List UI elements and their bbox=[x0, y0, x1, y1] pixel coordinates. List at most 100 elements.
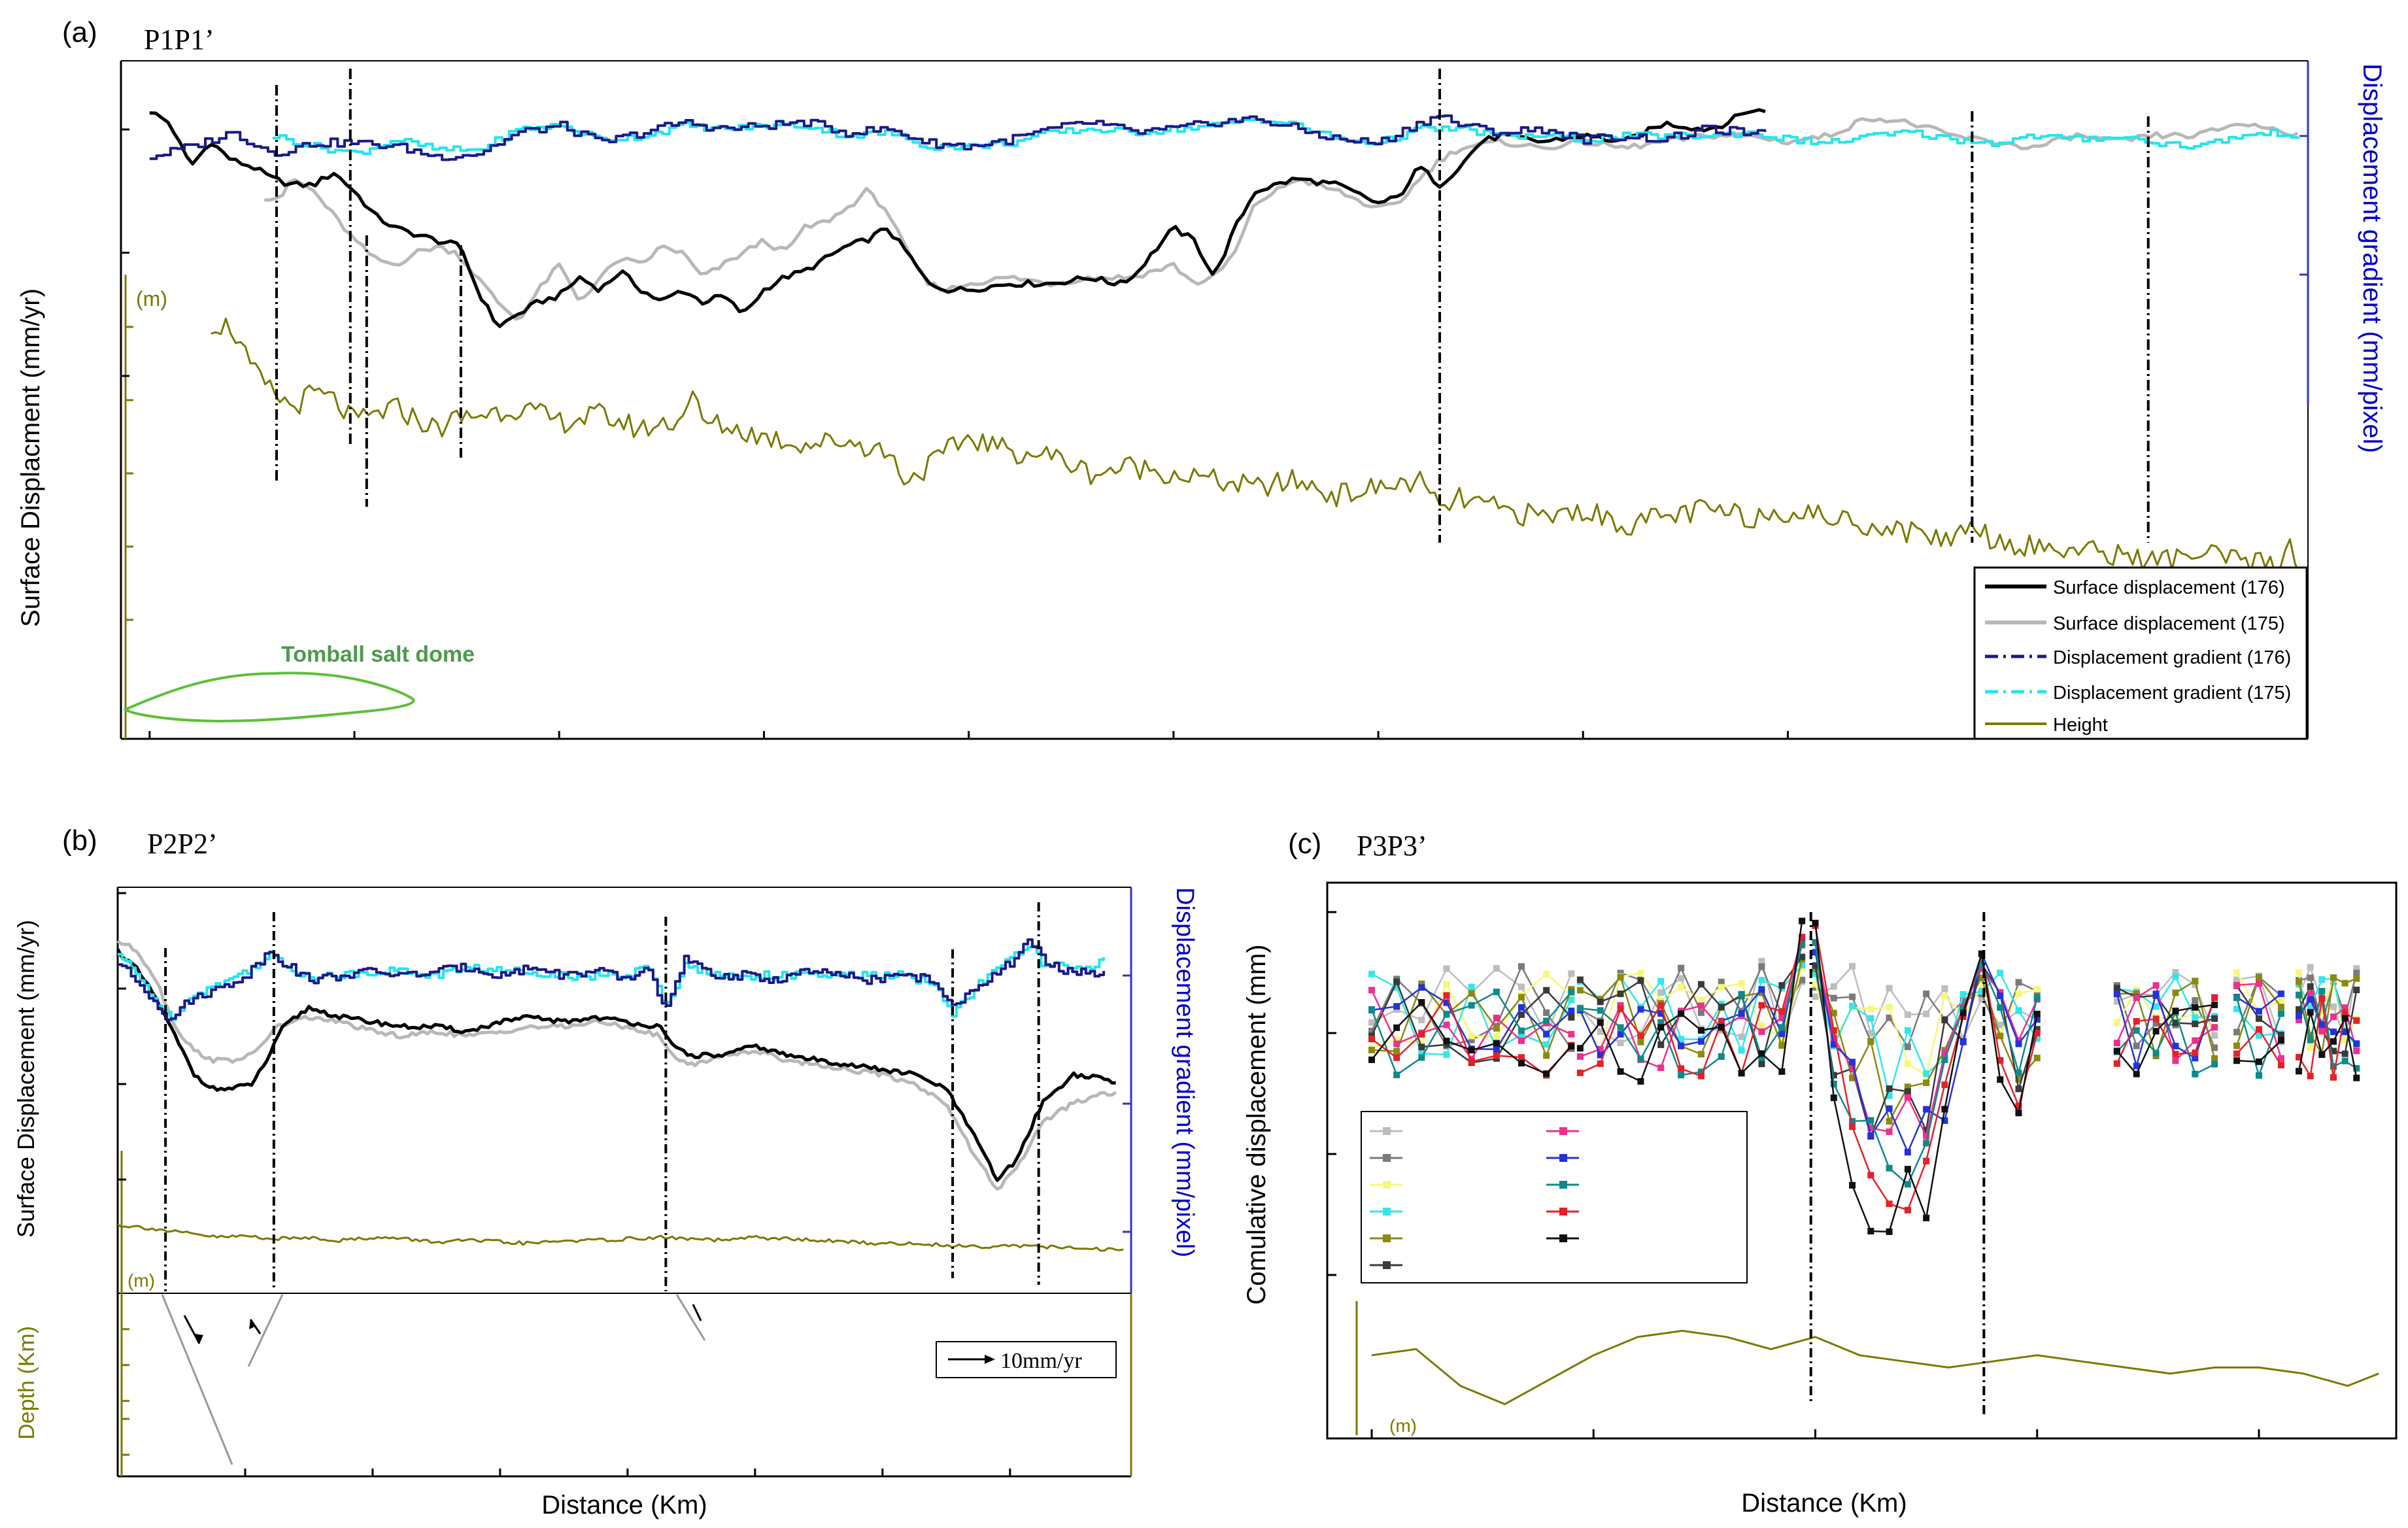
data-marker bbox=[1657, 1024, 1665, 1031]
data-marker bbox=[2353, 1074, 2360, 1081]
data-marker bbox=[1493, 1014, 1500, 1021]
panel-b-x-ticks bbox=[244, 1469, 1011, 1476]
data-marker bbox=[2307, 1036, 2314, 1044]
data-marker bbox=[1597, 1060, 1604, 1067]
data-marker bbox=[1543, 1009, 1550, 1016]
data-marker bbox=[1637, 970, 1644, 977]
data-marker bbox=[2353, 987, 2360, 994]
data-marker bbox=[1923, 990, 1930, 997]
data-marker bbox=[2318, 1008, 2326, 1015]
data-marker bbox=[2172, 1019, 2179, 1027]
data-marker bbox=[1738, 1070, 1745, 1077]
data-marker bbox=[1617, 1040, 1624, 1047]
data-marker bbox=[1758, 1061, 1765, 1068]
data-marker bbox=[2152, 1049, 2160, 1057]
data-marker bbox=[1576, 976, 1584, 983]
scale-box bbox=[936, 1341, 1117, 1378]
data-marker bbox=[1923, 1106, 1930, 1113]
data-marker bbox=[1812, 939, 1819, 946]
data-marker bbox=[2192, 1070, 2199, 1078]
data-marker bbox=[1697, 1068, 1704, 1076]
data-marker bbox=[2330, 1013, 2337, 1021]
data-marker bbox=[1617, 1002, 1624, 1009]
panel-b-series bbox=[116, 938, 1124, 1252]
data-marker bbox=[1493, 989, 1500, 996]
panel-b-y2-label: Displacement gradient (mm/pixel) bbox=[1171, 887, 1198, 1257]
data-marker bbox=[1418, 1030, 1425, 1038]
data-marker bbox=[2256, 1026, 2262, 1033]
data-marker bbox=[1518, 1060, 1525, 1067]
data-marker bbox=[1959, 1010, 1967, 1017]
data-marker bbox=[2296, 1012, 2303, 1019]
series-line-0 bbox=[149, 108, 1766, 328]
panel-c-series bbox=[1368, 917, 2379, 1406]
panel-b-faults bbox=[164, 902, 1040, 1291]
data-marker bbox=[2015, 1040, 2022, 1047]
data-marker bbox=[2192, 977, 2199, 985]
data-marker bbox=[1657, 1041, 1665, 1048]
data-marker bbox=[1867, 1172, 1874, 1179]
data-marker bbox=[2113, 1060, 2120, 1067]
data-marker bbox=[1657, 977, 1665, 985]
data-marker bbox=[1418, 1044, 1425, 1051]
data-marker bbox=[2233, 981, 2241, 989]
data-marker bbox=[1830, 1080, 1837, 1087]
panel-c-frame bbox=[1326, 881, 2398, 1440]
data-marker bbox=[2192, 1037, 2199, 1044]
legend-box bbox=[1973, 566, 2308, 740]
legend-entry: Surface displacement (175) bbox=[2053, 613, 2285, 634]
panel-a-legend: Surface displacement (176) Surface displ… bbox=[1973, 566, 2308, 740]
data-marker bbox=[2307, 1004, 2314, 1011]
data-marker bbox=[1997, 1076, 2004, 1083]
data-marker bbox=[1518, 1031, 1525, 1038]
data-marker bbox=[2307, 996, 2314, 1003]
data-marker bbox=[2307, 974, 2314, 981]
data-marker bbox=[2341, 1057, 2349, 1064]
data-marker bbox=[1678, 975, 1685, 982]
panel-a-y2-label: Displacement gradient (mm/pixel) bbox=[2358, 63, 2386, 453]
data-marker bbox=[1978, 965, 1985, 972]
data-marker bbox=[2192, 1049, 2199, 1057]
data-marker bbox=[1576, 1045, 1584, 1052]
data-marker bbox=[1418, 999, 1425, 1006]
data-marker bbox=[2277, 1055, 2284, 1062]
data-marker bbox=[1543, 1041, 1550, 1048]
data-marker bbox=[2296, 978, 2303, 985]
data-marker bbox=[1886, 1085, 1893, 1093]
data-marker bbox=[1778, 1068, 1786, 1075]
data-marker bbox=[1617, 1030, 1624, 1038]
data-marker bbox=[1799, 934, 1806, 941]
data-marker bbox=[1812, 949, 1819, 956]
data-marker bbox=[1697, 996, 1704, 1004]
data-marker bbox=[2152, 1028, 2160, 1035]
data-marker bbox=[2015, 1085, 2022, 1093]
panel-c-y-label: Comulative displacement (mm) bbox=[1242, 944, 1271, 1304]
data-marker bbox=[2033, 1016, 2041, 1023]
data-marker bbox=[1830, 994, 1837, 1002]
data-marker bbox=[1368, 1006, 1375, 1013]
data-marker bbox=[1904, 1206, 1911, 1214]
data-marker bbox=[1904, 1181, 1911, 1188]
data-marker bbox=[1443, 1021, 1450, 1028]
legend-marker bbox=[1559, 1127, 1567, 1135]
data-marker bbox=[2133, 1070, 2140, 1078]
data-marker bbox=[1758, 989, 1765, 996]
data-marker bbox=[1637, 1055, 1644, 1062]
data-marker bbox=[1568, 1008, 1575, 1015]
legend-entry: Displacement gradient (175) bbox=[2053, 683, 2291, 704]
data-marker bbox=[1830, 1072, 1837, 1079]
data-marker bbox=[2307, 1009, 2314, 1016]
data-marker bbox=[2256, 1015, 2262, 1022]
data-marker bbox=[1997, 1004, 2004, 1011]
data-marker bbox=[2152, 982, 2160, 989]
data-marker bbox=[2277, 990, 2284, 997]
data-marker bbox=[1978, 960, 1985, 968]
data-marker bbox=[2172, 1057, 2179, 1064]
data-marker bbox=[1493, 1025, 1500, 1032]
data-marker bbox=[2172, 989, 2179, 996]
data-marker bbox=[1518, 994, 1525, 1001]
data-marker bbox=[1867, 1117, 1874, 1124]
data-marker bbox=[1849, 962, 1856, 970]
data-marker bbox=[1758, 1054, 1765, 1061]
data-marker bbox=[1997, 1021, 2004, 1028]
